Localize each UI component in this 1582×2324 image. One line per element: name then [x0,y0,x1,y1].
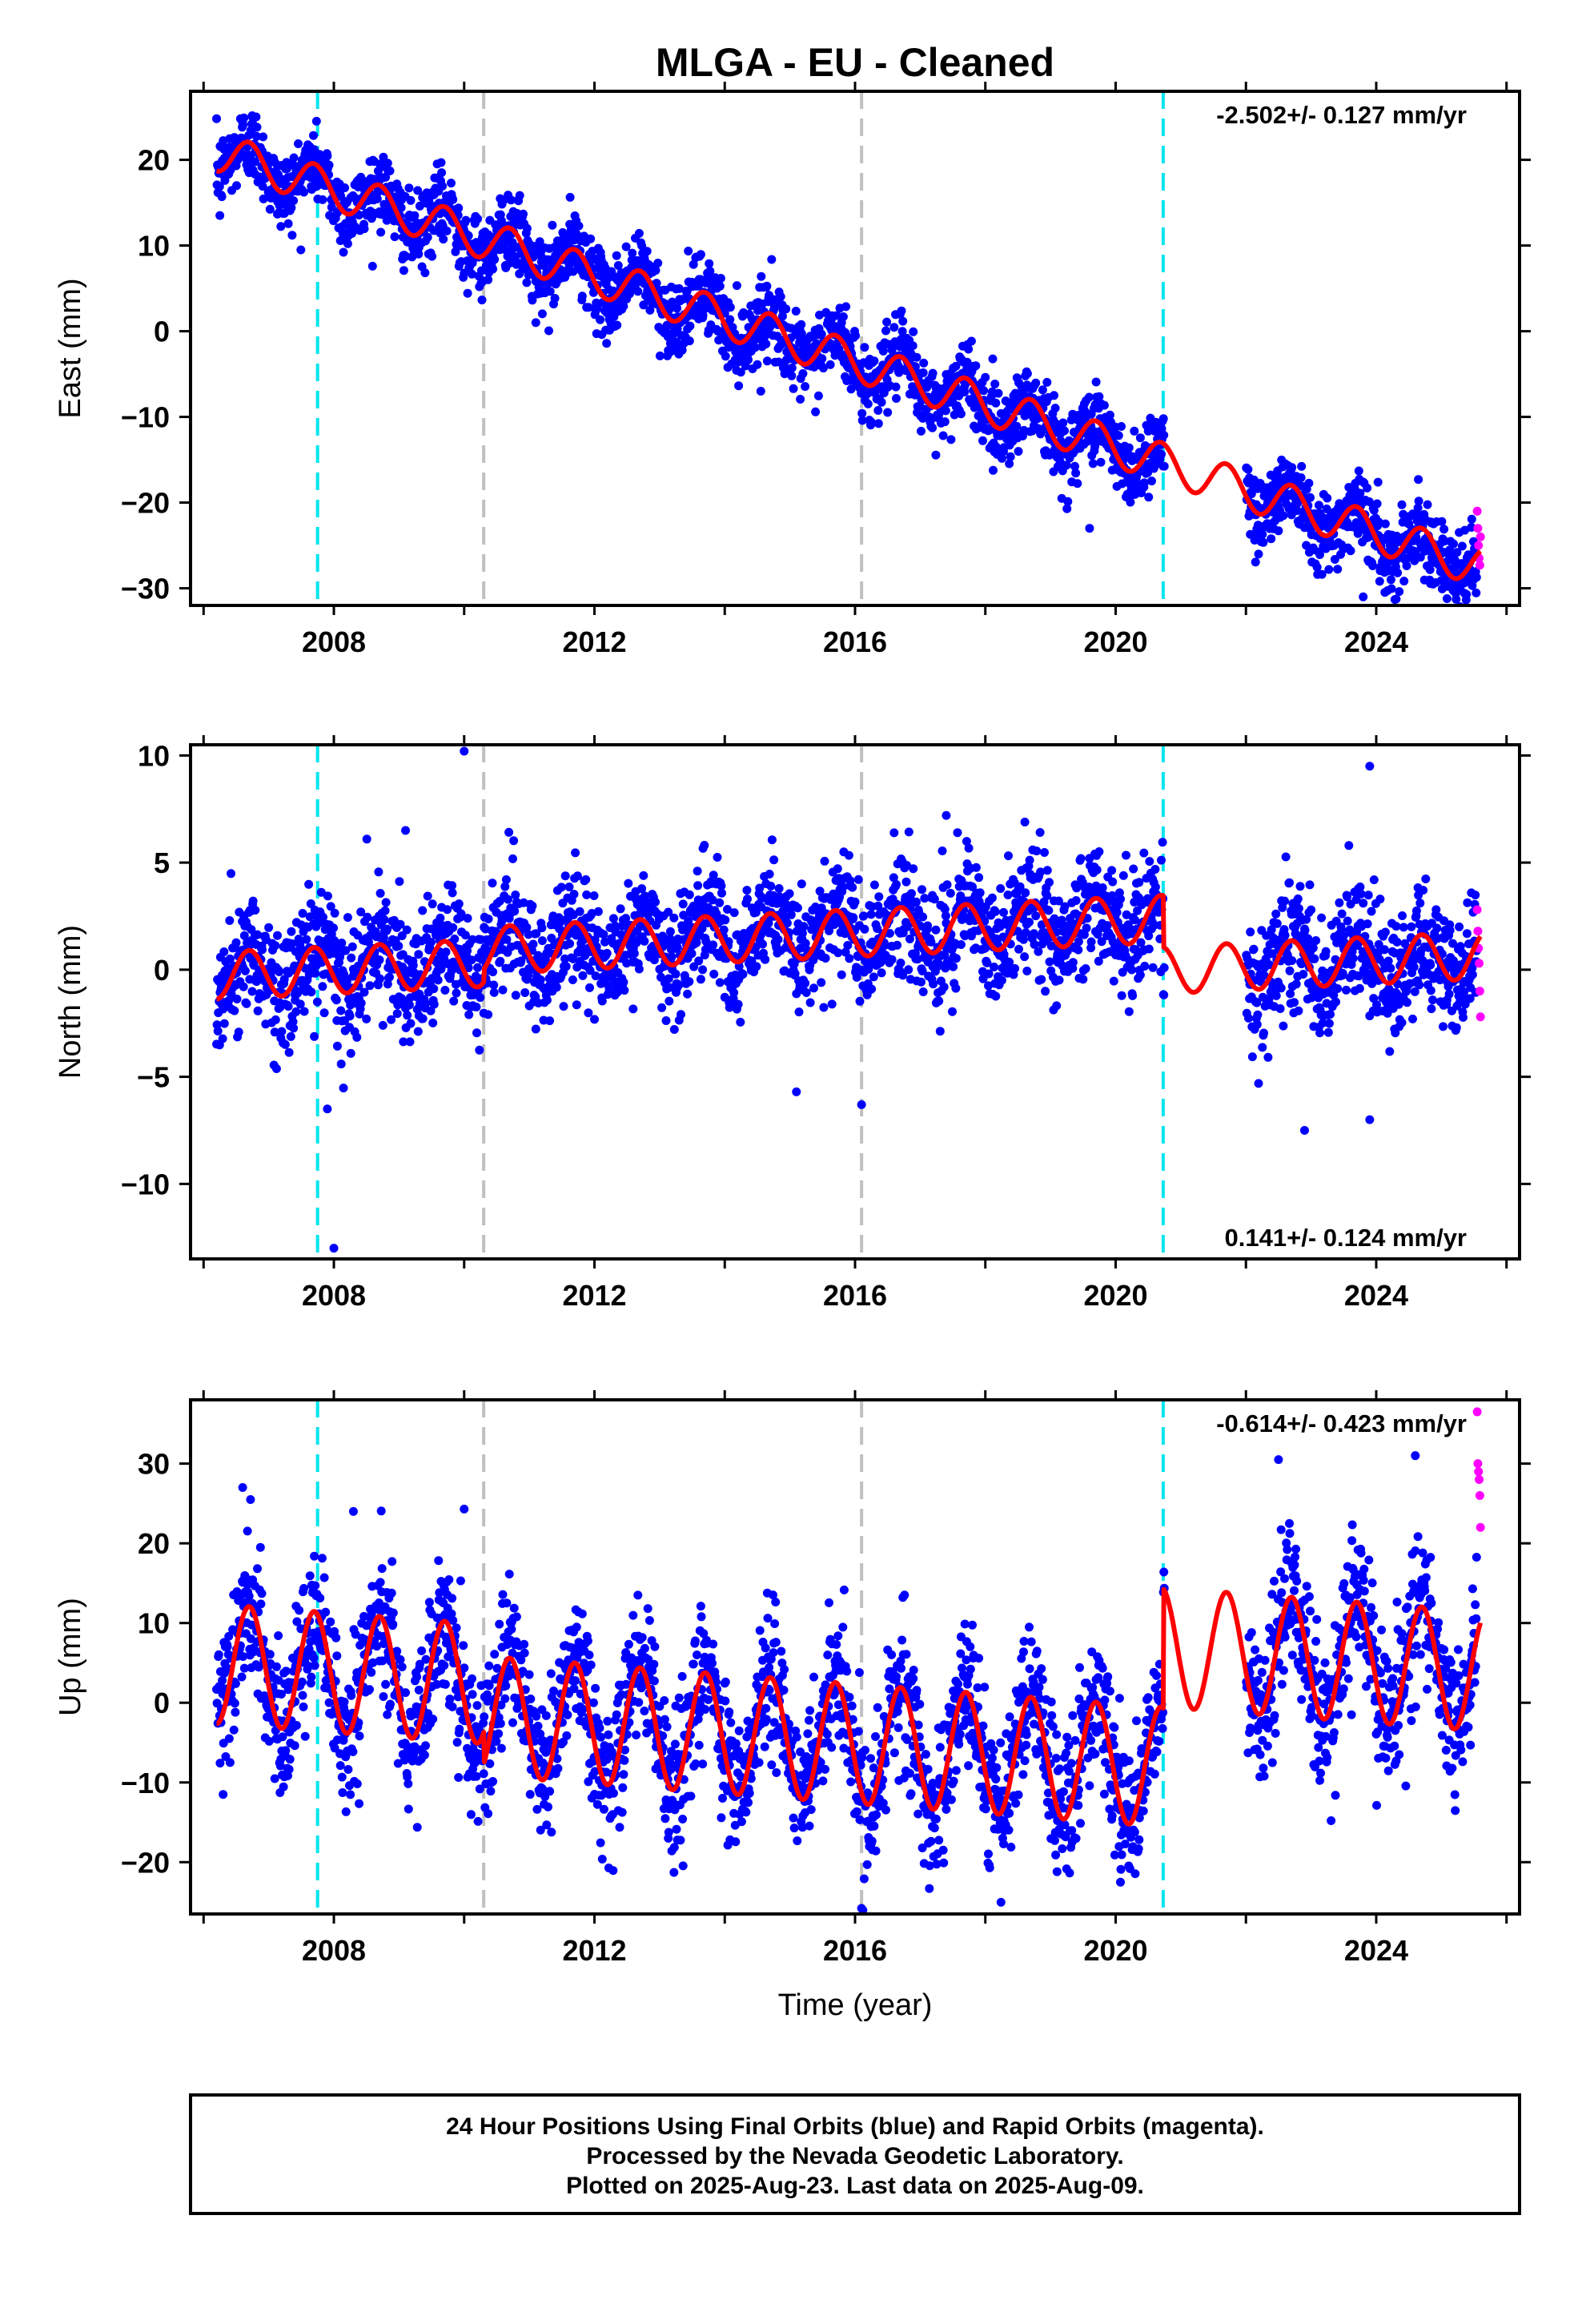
y-tick-label: 5 [154,846,170,879]
y-tick-label: 0 [154,316,170,348]
final-orbit-point [1299,1126,1309,1135]
rapid-orbit-point [1474,541,1484,550]
rapid-orbit-point [1476,1522,1485,1532]
rapid-orbit-point [1475,987,1484,996]
plot-area [212,745,1485,1259]
model-fit-line [215,1586,1484,1827]
rate-label: 0.141+/- 0.124 mm/yr [1225,1224,1467,1252]
y-tick-label: 10 [138,1607,170,1640]
y-tick-label: −20 [121,1846,170,1879]
final-orbit-point [857,1904,866,1913]
x-tick-label: 2008 [302,625,366,658]
y-tick-label: 30 [138,1448,170,1481]
final-orbit-point [329,1244,339,1253]
rapid-orbit-point [1476,1012,1485,1022]
rapid-orbit-point [1474,1467,1484,1477]
rapid-orbit-point [1475,1490,1484,1500]
footer-box [189,2093,1521,2215]
y-axis-label: Up (mm) [54,1598,87,1716]
x-tick-label: 2020 [1083,625,1147,658]
x-tick-label: 2024 [1344,1934,1408,1967]
final-orbit-point [219,1790,228,1799]
final-orbit-point [1274,1455,1283,1465]
x-tick-label: 2024 [1344,1279,1408,1312]
x-tick-label: 2012 [562,625,626,658]
final-orbit-point [460,1504,469,1514]
rapid-orbit-point [1475,1475,1484,1485]
final-orbit-point [857,1100,866,1109]
footer-line-2: Processed by the Nevada Geodetic Laborat… [586,2143,1123,2169]
model-fit-line [215,893,1483,1002]
y-tick-label: 20 [138,1527,170,1560]
x-tick-label: 2016 [823,1279,887,1312]
x-tick-label: 2016 [823,625,887,658]
rate-label: -0.614+/- 0.423 mm/yr [1216,1409,1467,1437]
y-tick-label: −10 [121,1767,170,1799]
y-tick-label: −5 [137,1061,170,1094]
final-orbit-point [401,826,411,835]
final-orbit-point [792,1087,801,1096]
final-orbit-point [348,1506,358,1516]
rapid-orbit-point [1475,959,1484,968]
chart-title: MLGA - EU - Cleaned [656,40,1054,85]
final-orbit-point [215,211,225,220]
final-orbit-point [531,318,540,328]
footer-line-3: Plotted on 2025-Aug-23. Last data on 202… [566,2173,1144,2199]
x-tick-label: 2012 [562,1279,626,1312]
rapid-orbit-point [1472,1407,1482,1417]
final-orbit-point [1359,592,1368,601]
y-axis-label: North (mm) [54,925,87,1079]
x-tick-label: 2016 [823,1934,887,1967]
model-fit-line [215,139,1483,581]
rapid-orbit-point [1472,905,1482,915]
y-tick-label: −30 [121,573,170,605]
final-orbit-point [460,746,469,756]
y-tick-label: 0 [154,1687,170,1719]
x-tick-label: 2008 [302,1934,366,1967]
x-tick-label: 2008 [302,1279,366,1312]
x-tick-label: 2020 [1083,1279,1147,1312]
y-tick-label: −10 [121,401,170,434]
y-tick-label: 0 [154,954,170,987]
x-tick-label: 2020 [1083,1934,1147,1967]
rapid-orbit-point [1473,927,1483,936]
final-orbit-points [212,818,1481,1093]
y-axis-label: East (mm) [54,278,87,418]
rapid-orbit-point [1473,524,1483,533]
panels: 2008 2012 2016 2020 2024 −30 −20 −10 0 10 20 East (… [54,82,1531,1967]
panel-north: 2008 2012 2016 2020 2024 −10 −5 0 5 10 North (mm) 0… [54,735,1531,1312]
rapid-orbit-point [1475,561,1484,570]
y-tick-label: −10 [121,1168,170,1200]
rate-label: -2.502+/- 0.127 mm/yr [1216,101,1467,129]
plot-area [212,1400,1485,1914]
y-tick-label: −20 [121,487,170,520]
y-tick-label: 10 [138,739,170,772]
final-orbit-point [1365,1115,1375,1124]
rapid-orbit-point [1473,1459,1483,1469]
panel-up: 2008 2012 2016 2020 2024 −20 −10 0 10 20 30 Up (mm)… [54,1390,1531,1967]
footer-line-1: 24 Hour Positions Using Final Orbits (bl… [446,2113,1264,2140]
y-tick-label: 20 [138,144,170,177]
final-orbit-point [238,1482,247,1492]
panel-east: 2008 2012 2016 2020 2024 −30 −20 −10 0 10 20 East (… [54,82,1531,658]
final-orbit-point [1365,762,1375,771]
rapid-orbit-point [1472,506,1482,516]
x-tick-label: 2024 [1344,625,1408,658]
final-orbit-point [1085,524,1094,533]
x-axis-label: Time (year) [778,1988,933,2022]
rapid-orbit-point [1476,532,1485,541]
y-tick-label: 10 [138,230,170,263]
final-orbit-points [212,1495,1481,1914]
final-orbit-point [1411,1451,1420,1461]
plot-area [212,91,1485,605]
final-orbit-point [323,1104,332,1114]
x-tick-label: 2012 [562,1934,626,1967]
final-orbit-point [942,810,951,820]
